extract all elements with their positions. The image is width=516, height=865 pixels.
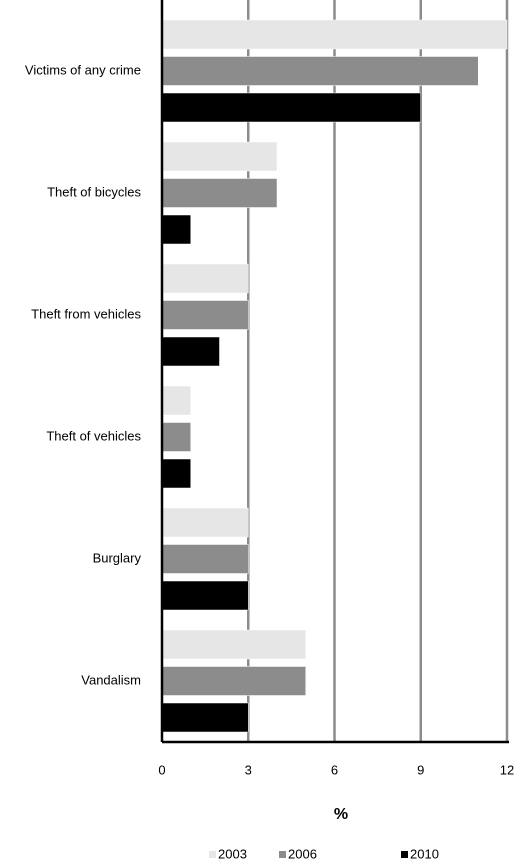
bar — [161, 178, 278, 208]
x-tick-label: 9 — [417, 762, 424, 777]
bar — [161, 19, 508, 50]
x-tick-label: 6 — [331, 762, 338, 777]
bar — [161, 458, 191, 489]
y-tick-label: Vandalism — [81, 672, 141, 687]
x-tick-label: 3 — [245, 762, 252, 777]
bar — [161, 56, 479, 86]
bar — [161, 141, 278, 172]
x-tick-label: 12 — [500, 762, 514, 777]
x-tick-label: 0 — [158, 762, 165, 777]
bar — [161, 544, 249, 574]
y-tick-label: Theft of vehicles — [46, 428, 141, 443]
bar — [161, 385, 191, 416]
y-tick-label: Theft of bicycles — [47, 184, 141, 199]
bar — [161, 92, 421, 123]
bar — [161, 507, 249, 538]
y-tick-label: Victims of any crime — [25, 62, 141, 77]
y-tick-label: Burglary — [93, 550, 142, 565]
bar — [161, 263, 249, 294]
bar — [161, 214, 191, 245]
bar — [161, 629, 306, 660]
bar — [161, 702, 249, 733]
legend-label: 2006 — [288, 846, 317, 861]
legend-swatch — [209, 851, 216, 858]
bar — [161, 666, 306, 696]
legend-swatch — [279, 851, 286, 858]
bar — [161, 580, 249, 611]
legend-swatch — [401, 851, 408, 858]
bar — [161, 336, 220, 367]
bar — [161, 300, 249, 330]
x-axis-label: % — [334, 806, 348, 823]
y-tick-label: Theft from vehicles — [31, 306, 141, 321]
legend-label: 2003 — [218, 846, 247, 861]
bar — [161, 422, 191, 452]
legend-label: 2010 — [410, 846, 439, 861]
